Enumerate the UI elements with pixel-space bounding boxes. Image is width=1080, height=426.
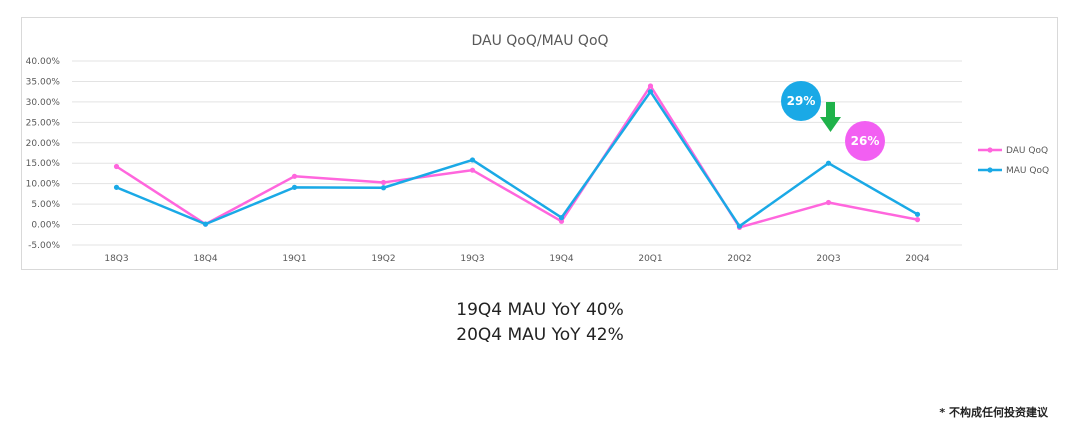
chart-svg: DAU QoQ/MAU QoQ 40.00% 35.00% 30.00% 25.00%… bbox=[26, 33, 1049, 264]
data-point bbox=[380, 185, 387, 191]
legend-label: DAU QoQ bbox=[1006, 146, 1048, 156]
x-tick-label: 20Q4 bbox=[905, 254, 930, 264]
y-axis: 40.00% 35.00% 30.00% 25.00% 20.00% 15.00% 10.0… bbox=[26, 57, 61, 251]
x-axis: 18Q3 18Q4 19Q1 19Q2 19Q3 19Q4 20Q1 20Q2 20Q3 20Q4 bbox=[104, 254, 930, 264]
y-tick-label: 10.00% bbox=[26, 180, 61, 190]
data-point bbox=[558, 218, 565, 224]
y-tick-label: 15.00% bbox=[26, 159, 61, 169]
chart-frame: DAU QoQ/MAU QoQ 40.00% 35.00% 30.00% 25.00%… bbox=[21, 17, 1058, 270]
grid bbox=[72, 60, 962, 246]
data-point bbox=[469, 167, 476, 173]
y-tick-label: 30.00% bbox=[26, 98, 61, 108]
data-point bbox=[380, 179, 387, 186]
data-point bbox=[291, 173, 298, 179]
annotation-badge-label: 26% bbox=[851, 134, 880, 148]
y-tick-label: -5.00% bbox=[28, 241, 60, 251]
x-tick-label: 20Q2 bbox=[727, 254, 751, 264]
y-tick-label: 40.00% bbox=[26, 57, 61, 67]
y-tick-label: 35.00% bbox=[26, 77, 61, 87]
series-line-dau bbox=[115, 84, 918, 229]
data-point bbox=[291, 184, 298, 190]
data-point bbox=[647, 89, 654, 95]
note-line-2: 20Q4 MAU YoY 42% bbox=[456, 325, 624, 345]
data-point bbox=[113, 163, 120, 170]
annotations: 29% 26% bbox=[781, 81, 885, 161]
data-point bbox=[647, 83, 654, 89]
x-tick-label: 19Q3 bbox=[460, 254, 484, 264]
data-point bbox=[113, 184, 120, 190]
annotation-badge bbox=[781, 81, 821, 121]
annotation-badge-label: 29% bbox=[787, 94, 816, 108]
y-tick-label: 5.00% bbox=[31, 200, 60, 210]
y-tick-label: 25.00% bbox=[26, 118, 61, 128]
x-tick-label: 20Q3 bbox=[816, 254, 840, 264]
y-tick-label: 20.00% bbox=[26, 139, 61, 149]
data-point bbox=[914, 211, 921, 217]
data-point bbox=[736, 223, 743, 229]
data-point bbox=[825, 160, 832, 166]
series-layer bbox=[113, 83, 921, 231]
data-point bbox=[914, 217, 921, 223]
annotation-badge bbox=[845, 121, 885, 161]
legend-label: MAU QoQ bbox=[1006, 166, 1049, 176]
x-tick-label: 19Q1 bbox=[282, 254, 306, 264]
series-line-mau bbox=[116, 90, 919, 228]
data-point bbox=[558, 215, 565, 221]
disclaimer: * 不构成任何投资建议 bbox=[939, 406, 1048, 419]
x-tick-label: 18Q3 bbox=[104, 254, 128, 264]
legend-marker bbox=[987, 167, 993, 173]
y-tick-label: 0.00% bbox=[31, 221, 60, 231]
data-point bbox=[825, 199, 832, 206]
legend-marker bbox=[987, 147, 993, 153]
chart-title: DAU QoQ/MAU QoQ bbox=[471, 33, 608, 49]
x-tick-label: 20Q1 bbox=[638, 254, 662, 264]
legend: DAU QoQ MAU QoQ bbox=[978, 146, 1049, 176]
down-arrow-icon bbox=[820, 102, 841, 132]
x-tick-label: 18Q4 bbox=[193, 254, 218, 264]
x-tick-label: 19Q4 bbox=[549, 254, 574, 264]
data-point bbox=[202, 221, 209, 227]
note-line-1: 19Q4 MAU YoY 40% bbox=[456, 300, 624, 320]
x-tick-label: 19Q2 bbox=[371, 254, 395, 264]
data-point bbox=[469, 157, 476, 163]
